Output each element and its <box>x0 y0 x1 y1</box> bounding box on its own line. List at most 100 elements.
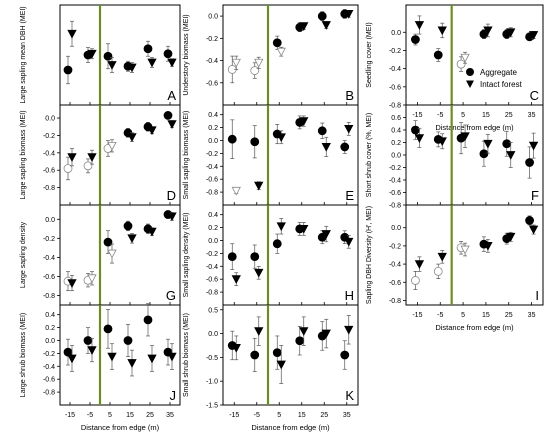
y-axis-label: Seedling cover (MEI) <box>366 22 373 87</box>
x-tick-label: -5 <box>254 412 260 419</box>
point-intact-forest <box>231 186 241 196</box>
point-intact-forest <box>460 132 470 142</box>
point-intact-forest <box>321 329 331 339</box>
y-tick-label: -0.2 <box>43 236 55 243</box>
panel-frame <box>222 304 359 406</box>
point-intact-forest <box>460 53 470 63</box>
y-tick-label: 0.4 <box>208 212 218 219</box>
panel-a: Large sapling mean DBH (MEI) A <box>20 4 181 106</box>
x-tick-label: 25 <box>146 412 154 419</box>
point-intact-forest <box>254 58 264 68</box>
point-intact-forest <box>67 279 77 288</box>
point-aggregate <box>272 239 282 249</box>
y-tick-label: -0.8 <box>389 203 401 210</box>
x-tick-label: -15 <box>229 412 239 419</box>
legend: Aggregate Intact forest <box>466 68 523 89</box>
y-axis-label: Short shrub cover (%, MEI) <box>366 113 373 197</box>
x-tick-label: 25 <box>320 412 328 419</box>
point-intact-forest <box>414 260 425 269</box>
point-intact-forest <box>254 268 264 278</box>
x-tick-label: 25 <box>505 312 513 319</box>
point-intact-forest <box>506 151 516 160</box>
point-intact-forest <box>127 234 137 244</box>
point-aggregate <box>317 11 327 21</box>
point-intact-forest <box>127 359 137 368</box>
panel-d: 0.0 -0.2 -0.4 -0.6 -0.8 Large sapling biomass… <box>20 104 181 206</box>
y-tick-label: -0.4 <box>43 255 55 262</box>
y-tick-label: -0.6 <box>389 84 401 91</box>
y-tick-label: -0.8 <box>206 190 218 197</box>
point-intact-forest <box>437 252 447 262</box>
panel-frame <box>59 4 181 106</box>
point-intact-forest <box>167 352 177 362</box>
y-tick-label: -0.6 <box>43 274 55 281</box>
point-intact-forest <box>147 354 157 364</box>
point-intact-forest <box>87 153 97 163</box>
point-intact-forest <box>321 143 331 152</box>
legend-intact-forest-label: Intact forest <box>480 80 523 89</box>
x-tick-label: -15 <box>65 412 75 419</box>
point-aggregate <box>103 237 113 247</box>
point-aggregate <box>83 336 93 345</box>
y-tick-label: -0.4 <box>43 364 55 371</box>
panel-letter: I <box>535 288 539 303</box>
panel-frame <box>59 204 181 306</box>
y-axis-label: Sapling DBH Diversity (H', MEI) <box>366 206 373 304</box>
point-intact-forest <box>276 360 286 370</box>
point-aggregate <box>295 336 305 346</box>
point-intact-forest <box>276 222 286 232</box>
point-aggregate <box>433 50 443 60</box>
point-intact-forest <box>506 232 516 242</box>
point-intact-forest <box>107 141 117 151</box>
point-intact-forest <box>107 352 117 362</box>
y-tick-label: -0.8 <box>43 390 55 397</box>
y-tick-label: -0.8 <box>206 290 218 297</box>
y-tick-label: 0.4 <box>391 128 401 135</box>
y-tick-label: 0.6 <box>391 115 401 122</box>
y-tick-label: -0.6 <box>206 277 218 284</box>
point-aggregate <box>411 35 420 44</box>
point-intact-forest <box>483 242 493 251</box>
y-tick-label: -0.6 <box>43 377 55 384</box>
y-tick-label: 0.2 <box>45 325 55 332</box>
point-intact-forest <box>344 9 354 19</box>
point-intact-forest <box>344 124 354 134</box>
point-intact-forest <box>299 224 309 234</box>
y-tick-label: 0.0 <box>391 153 401 160</box>
point-intact-forest <box>67 354 77 364</box>
panel-k: 0.5 0.0 -0.5 -1.0 -1.5 -15 -5 5 15 25 35 Distance f… <box>183 304 359 432</box>
panel-frame <box>222 104 359 206</box>
panel-letter: J <box>170 388 177 403</box>
y-tick-label: -0.4 <box>389 66 401 73</box>
x-tick-label: 15 <box>482 112 490 119</box>
y-axis-label: Large sapling biomass (MEI) <box>20 110 27 199</box>
panel-letter: A <box>167 88 176 103</box>
point-intact-forest <box>437 26 447 36</box>
y-tick-label: -0.8 <box>389 298 401 305</box>
y-tick-label: -0.2 <box>389 48 401 55</box>
x-tick-label: -5 <box>437 112 443 119</box>
panel-letter: B <box>345 88 354 103</box>
point-aggregate <box>123 336 133 345</box>
x-tick-label: -15 <box>412 112 422 119</box>
point-intact-forest <box>414 21 425 30</box>
point-intact-forest <box>67 29 77 39</box>
y-axis-label: Large shrub biomass (MEI) <box>20 313 27 397</box>
y-tick-label: -0.6 <box>206 177 218 184</box>
point-aggregate <box>502 139 512 149</box>
x-tick-label: -15 <box>412 312 422 319</box>
x-tick-label: 5 <box>461 112 465 119</box>
x-tick-label: -5 <box>87 412 93 419</box>
point-aggregate <box>227 134 237 144</box>
y-tick-label: 0.0 <box>391 30 401 37</box>
y-axis-label: Small shrub biomass (MEI) <box>183 313 190 397</box>
y-tick-label: -0.8 <box>43 293 55 300</box>
x-tick-label: 5 <box>277 412 281 419</box>
point-aggregate <box>103 324 113 334</box>
panel-c: 0.0 -0.2 -0.4 -0.6 -0.8 -15 -5 5 15 25 35 Distance … <box>366 4 544 132</box>
point-intact-forest <box>147 126 157 136</box>
y-tick-label: -0.2 <box>43 351 55 358</box>
point-aggregate <box>272 38 282 48</box>
point-intact-forest <box>414 134 425 143</box>
y-tick-label: 0.0 <box>45 217 55 224</box>
